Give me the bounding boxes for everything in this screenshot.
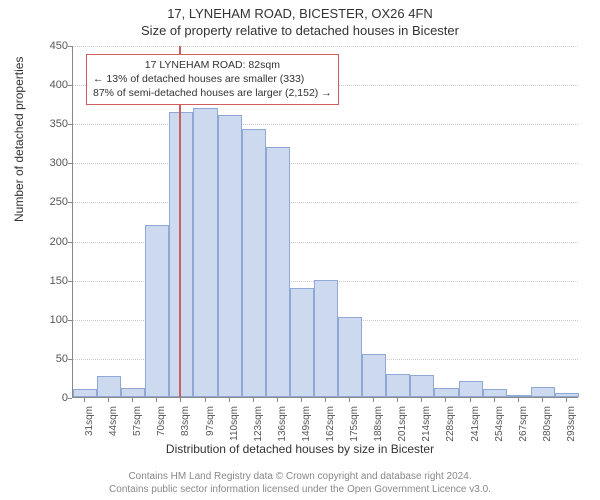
xtick-label: 254sqm xyxy=(494,406,505,446)
annotation-line: 17 LYNEHAM ROAD: 82sqm xyxy=(93,58,332,72)
gridline xyxy=(73,124,578,125)
ytick-mark xyxy=(68,85,72,86)
ytick-mark xyxy=(68,242,72,243)
gridline xyxy=(73,202,578,203)
histogram-bar xyxy=(555,393,579,397)
xtick-mark xyxy=(566,398,567,402)
footer: Contains HM Land Registry data © Crown c… xyxy=(0,470,600,496)
histogram-bar xyxy=(242,129,266,397)
ytick-mark xyxy=(68,46,72,47)
xtick-label: 136sqm xyxy=(277,406,288,446)
address-title: 17, LYNEHAM ROAD, BICESTER, OX26 4FN xyxy=(0,0,600,21)
xtick-mark xyxy=(301,398,302,402)
ytick-label: 350 xyxy=(50,118,68,130)
ytick-mark xyxy=(68,281,72,282)
ytick-label: 300 xyxy=(50,157,68,169)
ytick-label: 400 xyxy=(50,79,68,91)
histogram-bar xyxy=(121,388,145,397)
gridline xyxy=(73,163,578,164)
chart-container: 17, LYNEHAM ROAD, BICESTER, OX26 4FN Siz… xyxy=(0,0,600,500)
xtick-mark xyxy=(518,398,519,402)
ytick-mark xyxy=(68,163,72,164)
histogram-bar xyxy=(193,108,217,397)
xtick-mark xyxy=(349,398,350,402)
ytick-mark xyxy=(68,398,72,399)
xtick-mark xyxy=(132,398,133,402)
y-axis-label: Number of detached properties xyxy=(12,57,26,222)
ytick-label: 250 xyxy=(50,196,68,208)
xtick-mark xyxy=(253,398,254,402)
ytick-label: 450 xyxy=(50,40,68,52)
xtick-mark xyxy=(470,398,471,402)
histogram-bar xyxy=(338,317,362,397)
xtick-label: 97sqm xyxy=(205,406,216,446)
xtick-mark xyxy=(108,398,109,402)
gridline xyxy=(73,46,578,47)
xtick-label: 70sqm xyxy=(156,406,167,446)
xtick-label: 241sqm xyxy=(470,406,481,446)
xtick-label: 188sqm xyxy=(373,406,384,446)
xtick-label: 44sqm xyxy=(108,406,119,446)
annotation-line: 87% of semi-detached houses are larger (… xyxy=(93,86,332,100)
xtick-label: 149sqm xyxy=(301,406,312,446)
histogram-bar xyxy=(314,280,338,397)
xtick-label: 162sqm xyxy=(325,406,336,446)
xtick-mark xyxy=(205,398,206,402)
xtick-label: 57sqm xyxy=(132,406,143,446)
xtick-label: 201sqm xyxy=(397,406,408,446)
subtitle: Size of property relative to detached ho… xyxy=(0,21,600,38)
xtick-mark xyxy=(229,398,230,402)
xtick-label: 83sqm xyxy=(180,406,191,446)
histogram-bar xyxy=(73,389,97,397)
histogram-bar xyxy=(507,395,531,397)
histogram-bar xyxy=(169,112,193,398)
ytick-label: 50 xyxy=(56,353,68,365)
xtick-mark xyxy=(494,398,495,402)
xtick-mark xyxy=(397,398,398,402)
footer-line-2: Contains public sector information licen… xyxy=(0,483,600,496)
xtick-mark xyxy=(445,398,446,402)
ytick-mark xyxy=(68,124,72,125)
xtick-label: 175sqm xyxy=(349,406,360,446)
histogram-bar xyxy=(145,225,169,397)
ytick-mark xyxy=(68,320,72,321)
xtick-label: 267sqm xyxy=(518,406,529,446)
histogram-bar xyxy=(434,388,458,397)
histogram-bar xyxy=(410,375,434,397)
histogram-bar xyxy=(386,374,410,397)
xtick-label: 293sqm xyxy=(566,406,577,446)
ytick-label: 150 xyxy=(50,275,68,287)
xtick-mark xyxy=(180,398,181,402)
xtick-label: 31sqm xyxy=(84,406,95,446)
histogram-bar xyxy=(531,387,555,397)
xtick-label: 123sqm xyxy=(253,406,264,446)
ytick-label: 200 xyxy=(50,236,68,248)
histogram-bar xyxy=(483,389,507,397)
ytick-mark xyxy=(68,202,72,203)
xtick-mark xyxy=(373,398,374,402)
histogram-bar xyxy=(97,376,121,397)
xtick-mark xyxy=(156,398,157,402)
xtick-mark xyxy=(325,398,326,402)
xtick-label: 228sqm xyxy=(445,406,456,446)
xtick-label: 214sqm xyxy=(421,406,432,446)
annotation-box: 17 LYNEHAM ROAD: 82sqm← 13% of detached … xyxy=(86,54,339,105)
xtick-label: 280sqm xyxy=(542,406,553,446)
xtick-mark xyxy=(421,398,422,402)
xtick-mark xyxy=(84,398,85,402)
histogram-bar xyxy=(362,354,386,397)
footer-line-1: Contains HM Land Registry data © Crown c… xyxy=(0,470,600,483)
histogram-bar xyxy=(218,115,242,397)
ytick-mark xyxy=(68,359,72,360)
histogram-bar xyxy=(266,147,290,397)
histogram-bar xyxy=(459,381,483,397)
xtick-label: 110sqm xyxy=(229,406,240,446)
annotation-line: ← 13% of detached houses are smaller (33… xyxy=(93,72,332,86)
ytick-label: 100 xyxy=(50,314,68,326)
histogram-bar xyxy=(290,288,314,398)
xtick-mark xyxy=(542,398,543,402)
xtick-mark xyxy=(277,398,278,402)
